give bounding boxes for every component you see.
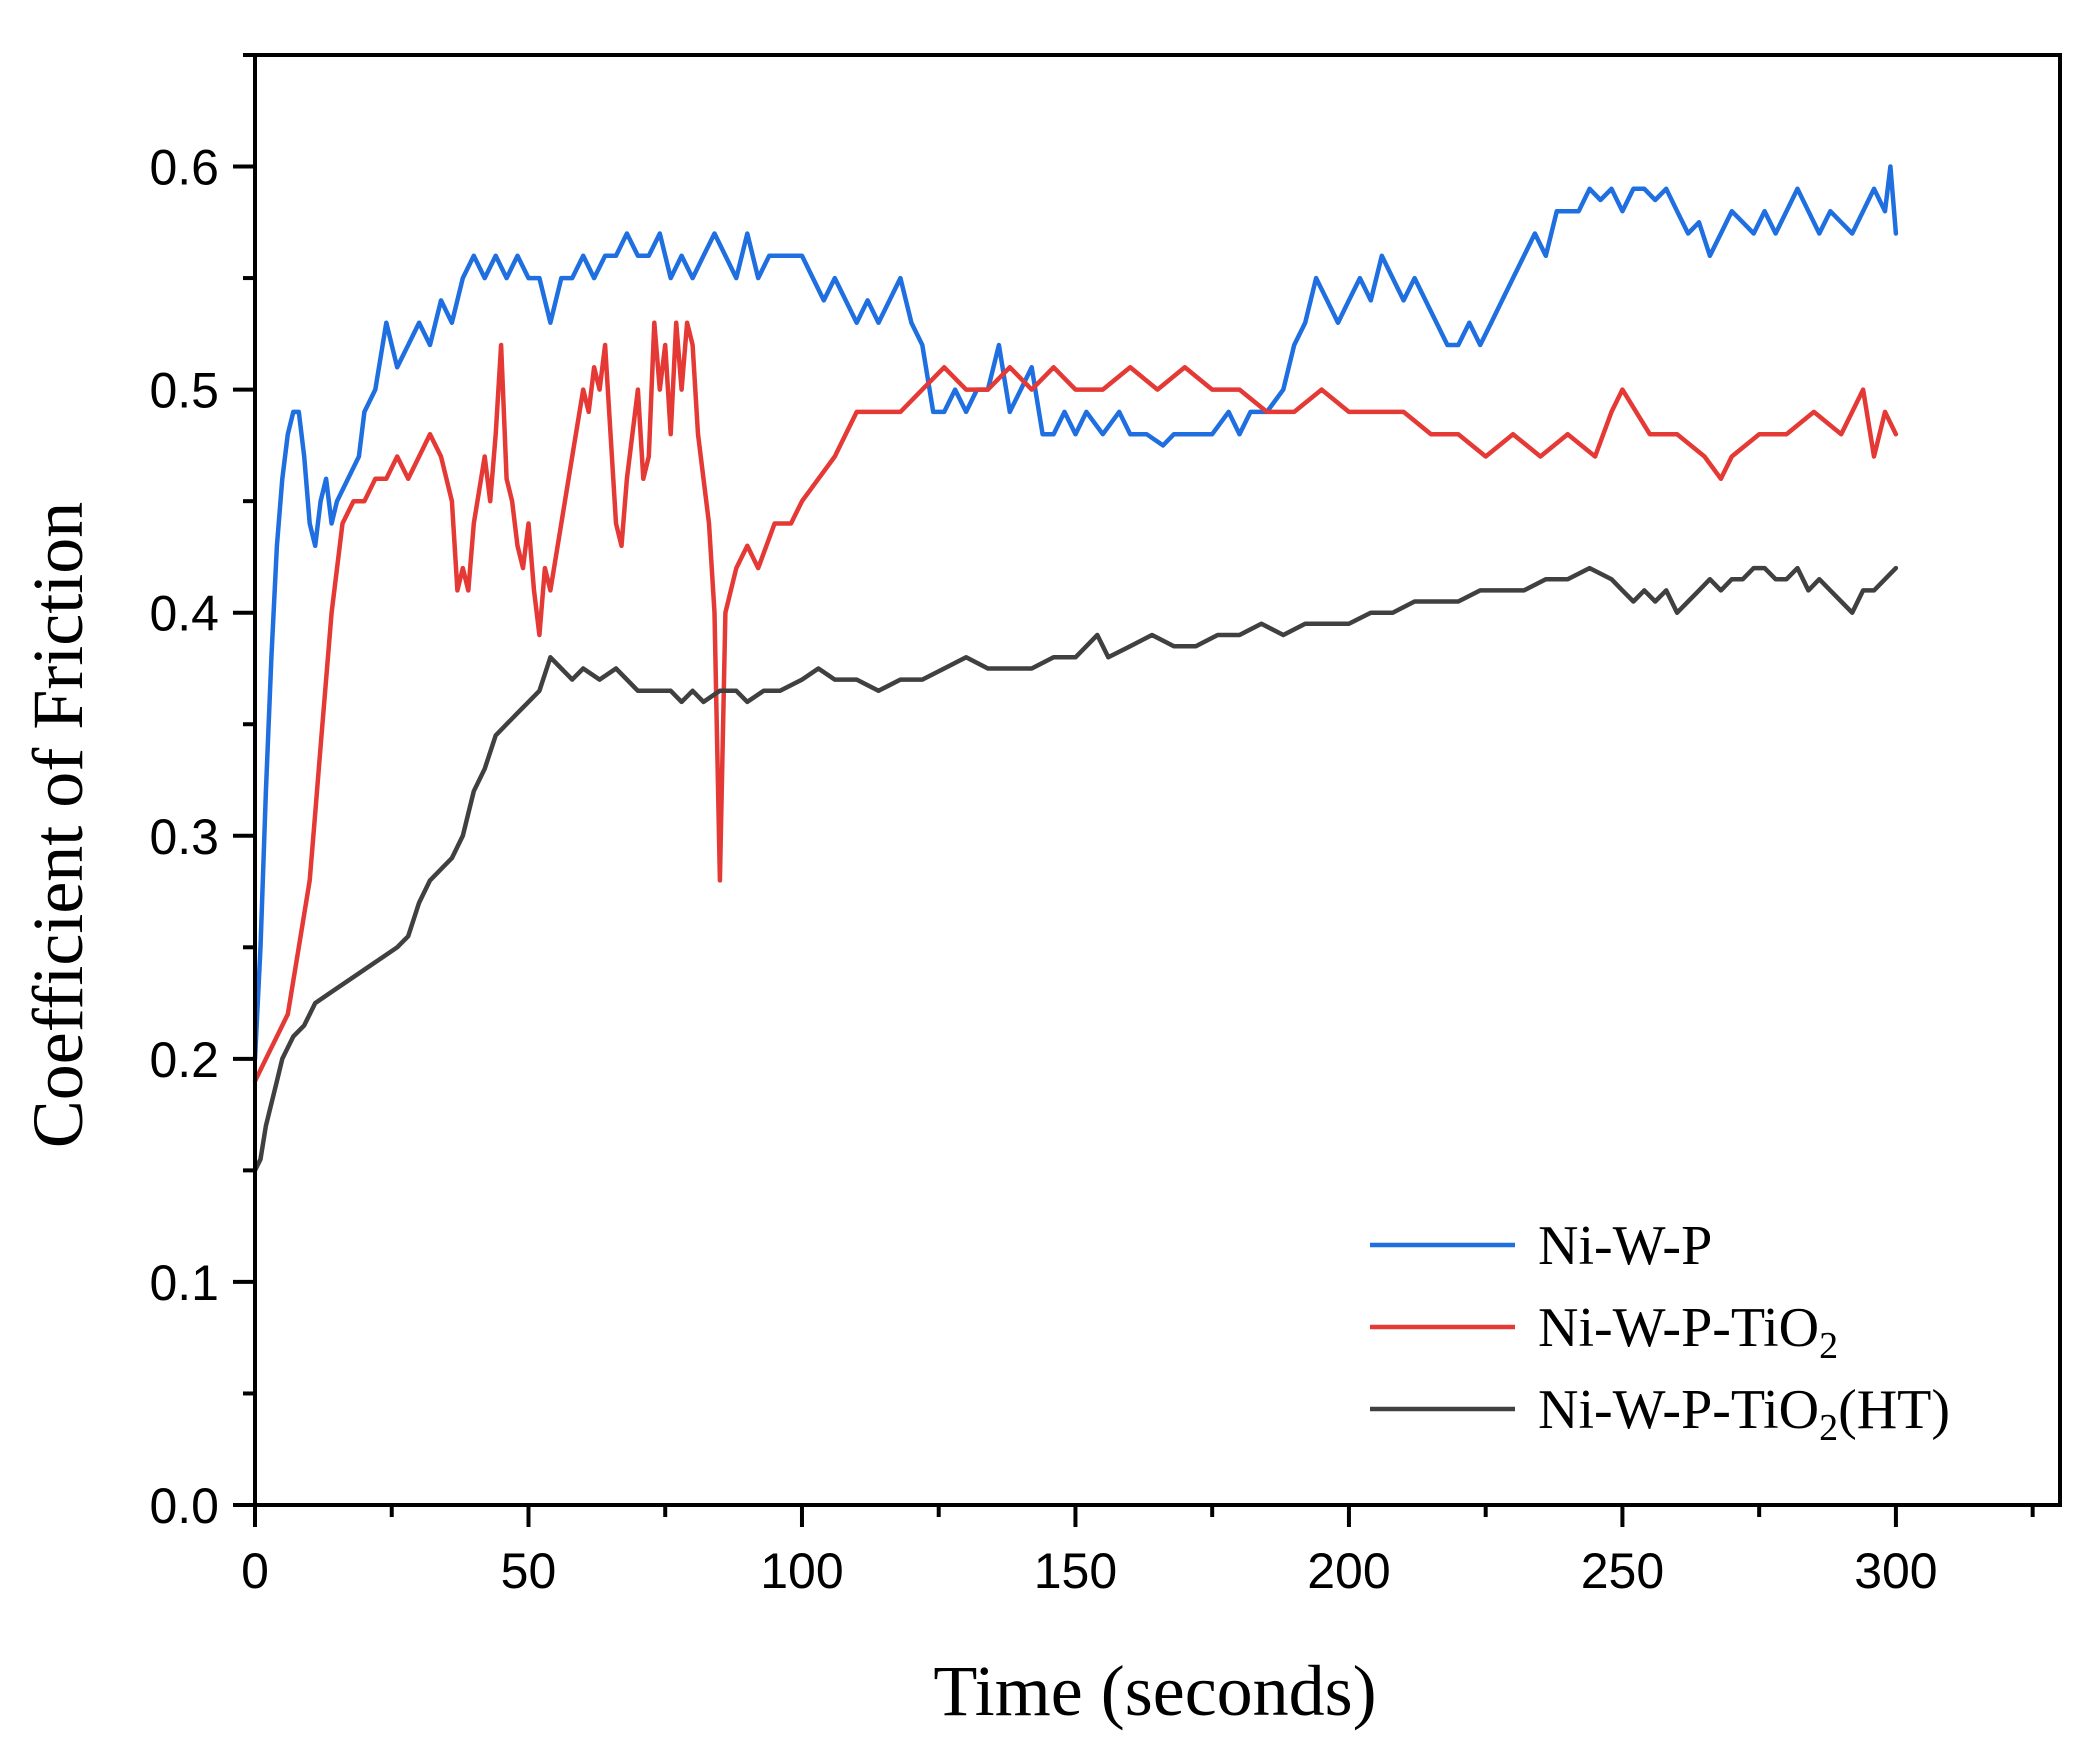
legend-label-subscript: 2 xyxy=(1819,1407,1838,1449)
series-line-0 xyxy=(252,164,1899,1062)
x-axis-title: Time (seconds) xyxy=(933,1651,1376,1731)
series-line-1 xyxy=(252,320,1899,1084)
x-tick-label: 50 xyxy=(501,1543,557,1599)
y-tick-label: 0.2 xyxy=(149,1032,219,1088)
legend-label-main: Ni-W-P-TiO xyxy=(1538,1297,1819,1359)
legend-label-main: Ni-W-P xyxy=(1538,1215,1712,1277)
y-tick-label: 0.3 xyxy=(149,809,219,865)
axes-layer: 0 50 100 150 200 250 300 0.0 0.1 0.2 0.3 0.4 0.5 0.6 xyxy=(149,53,2062,1599)
x-tick-label: 200 xyxy=(1307,1543,1390,1599)
x-tick-label: 300 xyxy=(1854,1543,1937,1599)
legend-label-0: Ni-W-P xyxy=(1538,1215,1712,1277)
x-tick-label: 100 xyxy=(760,1543,843,1599)
legend-label-main: Ni-W-P-TiO xyxy=(1538,1379,1819,1441)
series-line-2 xyxy=(252,565,1899,1173)
series-layer xyxy=(252,164,1899,1173)
legend-label-2: Ni-W-P-TiO2(HT) xyxy=(1538,1379,1950,1449)
y-tick-label: 0.5 xyxy=(149,363,219,419)
legend-label-subscript: 2 xyxy=(1819,1325,1838,1367)
y-axis-title: Coefficient of Friction xyxy=(18,502,98,1149)
x-tick-label: 250 xyxy=(1581,1543,1664,1599)
x-tick-label: 150 xyxy=(1034,1543,1117,1599)
plot-frame xyxy=(253,53,2062,1507)
y-tick-label: 0.0 xyxy=(149,1478,219,1534)
legend-label-suffix: (HT) xyxy=(1838,1379,1950,1441)
legend-label-1: Ni-W-P-TiO2 xyxy=(1538,1297,1838,1367)
y-tick-label: 0.6 xyxy=(149,140,219,196)
y-tick-label: 0.4 xyxy=(149,586,219,642)
x-tick-label: 0 xyxy=(241,1543,269,1599)
y-tick-label: 0.1 xyxy=(149,1255,219,1311)
